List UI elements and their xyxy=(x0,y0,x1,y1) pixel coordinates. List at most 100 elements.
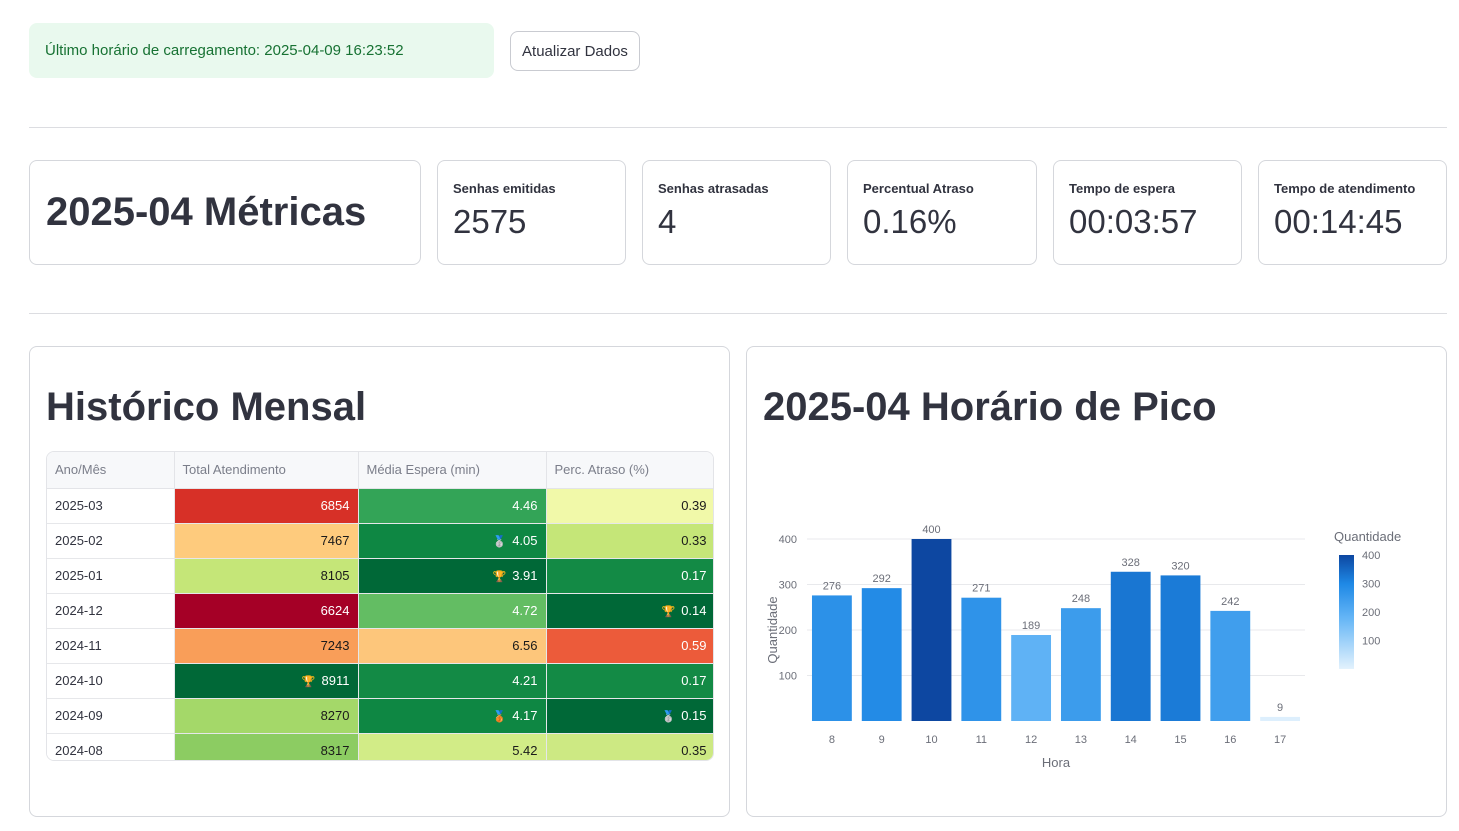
bar-15 xyxy=(1160,575,1201,721)
x-tick-label: 15 xyxy=(1174,734,1186,746)
history-title: Histórico Mensal xyxy=(46,385,367,429)
metrics-title-card: 2025-04 Métricas xyxy=(29,160,421,265)
metric-label: Tempo de espera xyxy=(1069,181,1175,196)
cell-value: 0.33 xyxy=(681,533,707,548)
cell-ano-mes: 2025-01 xyxy=(47,558,175,594)
medal-icon: 🥈 xyxy=(661,711,676,723)
cell-espera: 4.21 xyxy=(358,663,547,699)
cell-espera: 6.56 xyxy=(358,628,547,664)
data-label: 320 xyxy=(1171,560,1189,572)
cell-ano-mes: 2024-09 xyxy=(47,698,175,734)
table-row[interactable]: 2025-02 7467 🥈 4.05 0.33 xyxy=(47,523,713,559)
cell-ano-mes: 2025-02 xyxy=(47,523,175,559)
bar-8 xyxy=(811,595,852,721)
metric-label: Percentual Atraso xyxy=(863,181,974,196)
bar-14 xyxy=(1110,571,1151,721)
bar-9 xyxy=(861,588,902,721)
metric-card-senhas-emitidas: Senhas emitidas 2575 xyxy=(437,160,626,265)
cell-total: 7243 xyxy=(174,628,359,664)
cell-atraso: 0.17 xyxy=(546,663,713,699)
peak-hour-chart[interactable]: 100 200 300 400 276 8 292 9 400 10 271 11 189 12 248 13… xyxy=(747,347,1446,816)
data-label: 248 xyxy=(1072,593,1090,605)
table-row[interactable]: 2024-11 7243 6.56 0.59 xyxy=(47,628,713,664)
cell-atraso: 0.35 xyxy=(546,733,713,760)
x-tick-label: 17 xyxy=(1274,734,1286,746)
cell-ano-mes: 2024-08 xyxy=(47,733,175,760)
cell-atraso: 🏆 0.14 xyxy=(546,593,713,629)
divider-top xyxy=(29,127,1447,128)
cell-total: 8317 xyxy=(174,733,359,760)
x-tick-label: 9 xyxy=(879,734,885,746)
data-label: 9 xyxy=(1277,702,1283,714)
x-axis-title: Hora xyxy=(1042,755,1071,770)
cell-value: 8270 xyxy=(320,708,350,723)
cell-value: 4.72 xyxy=(512,603,538,618)
column-header-total-atendimento[interactable]: Total Atendimento xyxy=(174,452,359,489)
x-tick-label: 8 xyxy=(829,734,835,746)
refresh-data-button[interactable]: Atualizar Dados xyxy=(510,31,640,71)
colorbar xyxy=(1339,555,1354,669)
x-tick-label: 12 xyxy=(1025,734,1037,746)
x-tick-label: 13 xyxy=(1075,734,1087,746)
divider-middle xyxy=(29,313,1447,314)
cell-value: 0.59 xyxy=(681,638,707,653)
column-header-media-espera[interactable]: Média Espera (min) xyxy=(358,452,547,489)
data-label: 328 xyxy=(1122,557,1140,569)
cell-ano-mes: 2025-03 xyxy=(47,488,175,524)
cell-value: 5.42 xyxy=(512,743,538,758)
table-row[interactable]: 2024-12 6624 4.72 🏆 0.14 xyxy=(47,593,713,629)
cell-espera: 4.72 xyxy=(358,593,547,629)
cell-value: 8317 xyxy=(320,743,350,758)
trophy-icon: 🏆 xyxy=(301,676,316,688)
peak-title: 2025-04 Horário de Pico xyxy=(763,385,1217,429)
table-header-row: Ano/Mês Total Atendimento Média Espera (… xyxy=(47,452,713,489)
history-table[interactable]: Ano/Mês Total Atendimento Média Espera (… xyxy=(46,451,714,761)
metric-label: Senhas emitidas xyxy=(453,181,556,196)
column-header-ano-mes[interactable]: Ano/Mês xyxy=(47,452,175,489)
column-header-perc-atraso[interactable]: Perc. Atraso (%) xyxy=(546,452,713,489)
cell-value: 0.35 xyxy=(681,743,707,758)
data-label: 189 xyxy=(1022,620,1040,632)
metric-card-tempo-atendimento: Tempo de atendimento 00:14:45 xyxy=(1258,160,1447,265)
cell-value: 4.17 xyxy=(512,708,538,723)
cell-atraso: 0.59 xyxy=(546,628,713,664)
table-row[interactable]: 2025-01 8105 🏆 3.91 0.17 xyxy=(47,558,713,594)
y-axis-title: Quantidade xyxy=(765,596,780,663)
cell-total: 8105 xyxy=(174,558,359,594)
table-row[interactable]: 2024-09 8270 🥉 4.17 🥈 0.15 xyxy=(47,698,713,734)
metric-value: 00:14:45 xyxy=(1274,203,1403,240)
colorbar-tick-label: 100 xyxy=(1362,636,1380,648)
cell-atraso: 0.33 xyxy=(546,523,713,559)
table-row[interactable]: 2024-10 🏆 8911 4.21 0.17 xyxy=(47,663,713,699)
metric-label: Tempo de atendimento xyxy=(1274,181,1416,196)
x-tick-label: 16 xyxy=(1224,734,1236,746)
bar-13 xyxy=(1060,608,1101,721)
metric-card-tempo-espera: Tempo de espera 00:03:57 xyxy=(1053,160,1242,265)
cell-atraso: 0.17 xyxy=(546,558,713,594)
cell-ano-mes: 2024-10 xyxy=(47,663,175,699)
metric-value: 4 xyxy=(658,203,677,240)
colorbar-tick-label: 300 xyxy=(1362,579,1380,591)
metric-value: 00:03:57 xyxy=(1069,203,1198,240)
metric-card-percentual-atraso: Percentual Atraso 0.16% xyxy=(847,160,1037,265)
cell-value: 0.17 xyxy=(681,673,707,688)
bar-10 xyxy=(911,539,952,721)
table-row[interactable]: 2024-08 8317 5.42 0.35 xyxy=(47,733,713,760)
metric-value: 0.16% xyxy=(863,203,957,240)
y-tick-label: 400 xyxy=(779,534,797,546)
cell-espera: 🥉 4.17 xyxy=(358,698,547,734)
colorbar-tick-label: 400 xyxy=(1362,550,1380,562)
cell-value: 0.39 xyxy=(681,498,707,513)
trophy-icon: 🏆 xyxy=(492,571,507,583)
cell-value: 4.21 xyxy=(512,673,538,688)
bar-16 xyxy=(1210,610,1251,721)
data-label: 276 xyxy=(823,580,841,592)
cell-value: 0.17 xyxy=(681,568,707,583)
cell-value: 6624 xyxy=(320,603,350,618)
data-label: 242 xyxy=(1221,596,1239,608)
cell-total: 6854 xyxy=(174,488,359,524)
x-tick-label: 11 xyxy=(976,734,987,746)
table-row[interactable]: 2025-03 6854 4.46 0.39 xyxy=(47,488,713,524)
y-tick-label: 300 xyxy=(779,580,797,592)
bar-12 xyxy=(1011,635,1052,721)
